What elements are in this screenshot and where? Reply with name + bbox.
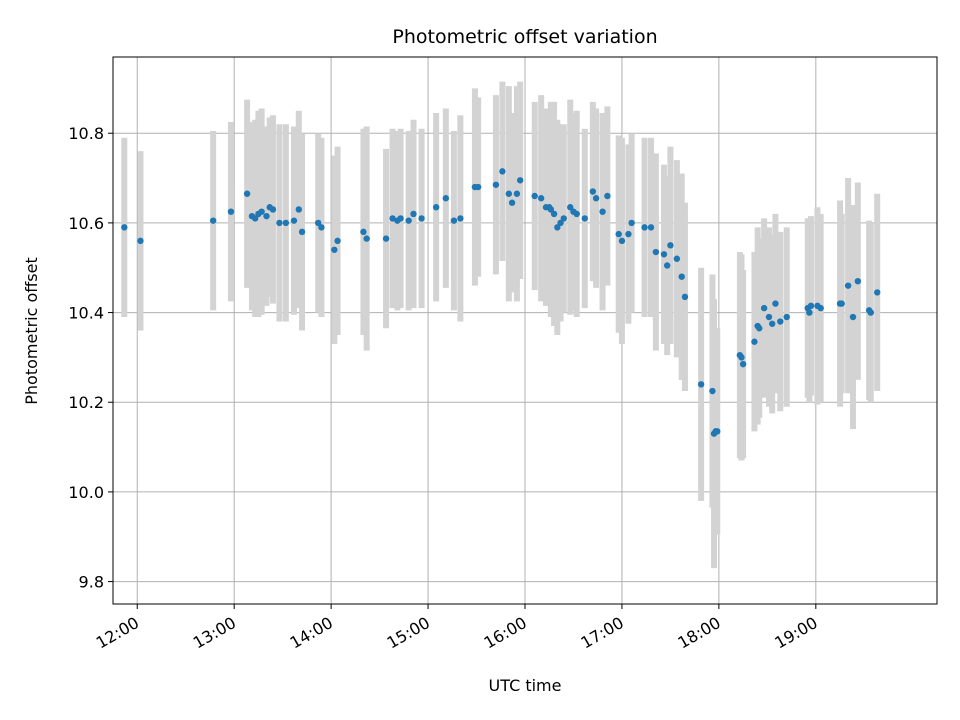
data-point [838, 300, 845, 307]
data-point [844, 282, 852, 289]
data-point [263, 212, 270, 220]
data-point [243, 190, 251, 197]
data-point [573, 210, 580, 218]
data-point [589, 188, 597, 195]
data-point [628, 219, 635, 227]
data-point [282, 219, 290, 227]
data-point [318, 224, 325, 231]
y-tick-label: 10.8 [68, 124, 104, 143]
data-point [209, 217, 217, 224]
data-point [382, 235, 390, 242]
data-point [760, 304, 768, 312]
data-point [618, 237, 626, 245]
data-point [681, 293, 689, 301]
chart-title: Photometric offset variation [392, 26, 657, 48]
y-tick-label: 10.4 [68, 304, 104, 323]
data-point [714, 428, 721, 435]
data-point [397, 215, 404, 222]
data-point [457, 215, 464, 222]
data-point [121, 224, 128, 231]
y-tick-label: 10.0 [68, 483, 104, 502]
data-point [625, 230, 632, 238]
data-point [604, 192, 611, 200]
data-point [442, 195, 450, 202]
data-point [769, 320, 776, 327]
data-point [567, 204, 574, 211]
data-point [560, 215, 567, 222]
data-point [592, 195, 600, 202]
data-point [410, 210, 417, 218]
data-point [652, 248, 660, 256]
data-point [258, 208, 265, 215]
data-point [581, 215, 588, 222]
y-tick-label: 9.8 [79, 573, 104, 592]
data-point [531, 192, 538, 200]
data-point [599, 208, 606, 215]
data-point [783, 313, 790, 321]
data-point [765, 313, 773, 321]
data-point [709, 387, 716, 395]
data-point [554, 224, 561, 231]
data-point [513, 190, 521, 197]
data-point [537, 195, 545, 202]
data-point [314, 219, 322, 227]
data-point [389, 215, 396, 222]
data-point [508, 199, 516, 206]
data-point [647, 224, 655, 231]
data-point [667, 242, 674, 249]
data-point [697, 381, 705, 388]
data-point [251, 215, 259, 222]
data-point [806, 309, 813, 316]
data-point [331, 246, 338, 253]
data-point [738, 354, 745, 361]
data-point [295, 206, 303, 213]
data-point [137, 237, 144, 245]
data-point [550, 210, 558, 218]
data-point [227, 208, 235, 215]
data-point [298, 228, 306, 236]
data-point [290, 217, 298, 224]
data-point [807, 302, 815, 310]
data-point [360, 228, 367, 236]
data-point [756, 325, 763, 332]
data-point [849, 313, 857, 321]
data-point [432, 204, 440, 211]
y-axis-ticks: 9.8 10.0 10.2 10.4 10.6 10.8 [68, 124, 113, 592]
data-point [615, 230, 622, 238]
data-point [751, 338, 758, 345]
data-point [492, 181, 500, 188]
x-axis-label: UTC time [489, 676, 562, 695]
data-point [499, 168, 506, 175]
data-point [405, 217, 412, 224]
data-point [678, 273, 685, 280]
data-point [557, 219, 564, 227]
data-point [739, 360, 747, 368]
data-point [867, 309, 874, 316]
data-point [660, 251, 668, 258]
data-point [854, 277, 862, 285]
data-point [817, 304, 824, 312]
data-point [363, 235, 370, 242]
data-point [663, 262, 671, 269]
y-axis-label: Photometric offset [22, 257, 41, 405]
data-point [777, 318, 784, 325]
data-point [673, 255, 681, 262]
data-point [772, 300, 779, 307]
y-tick-label: 10.6 [68, 214, 104, 233]
data-point [874, 289, 881, 296]
data-point [505, 190, 513, 197]
grid-lines [113, 57, 937, 604]
data-point [269, 206, 277, 213]
data-point [418, 215, 425, 222]
data-point [474, 183, 482, 191]
y-tick-label: 10.2 [68, 393, 104, 412]
data-points [121, 168, 881, 437]
data-point [276, 219, 283, 227]
data-point [516, 177, 524, 184]
data-point [450, 217, 458, 224]
data-point [641, 224, 648, 231]
data-point [547, 206, 555, 213]
data-point [334, 237, 341, 245]
